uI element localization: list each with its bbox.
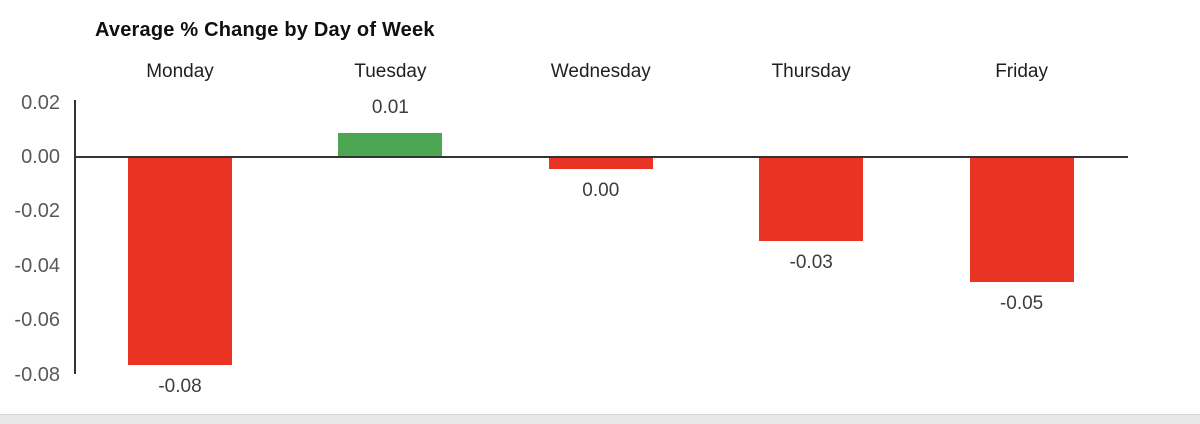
value-label-friday: -0.05 [999,293,1044,314]
y-axis-tick-label: -0.06 [14,309,60,332]
chart-title: Average % Change by Day of Week [95,19,435,41]
value-label-wednesday: 0.00 [582,180,620,201]
value-label-monday: -0.08 [158,376,202,397]
value-label-thursday: -0.03 [789,252,833,273]
category-label-friday: Friday [995,61,1048,82]
bar-monday [128,157,232,365]
bar-friday [969,157,1074,282]
bar-tuesday [338,133,443,157]
zero-baseline [74,156,1128,158]
y-axis-tick-label: -0.02 [14,200,60,223]
y-axis-tick-label: 0.00 [21,146,60,168]
value-label-tuesday: 0.01 [371,97,409,118]
bottom-edge-strip [0,414,1200,424]
category-label-wednesday: Wednesday [550,61,651,82]
y-axis-tick-label: -0.08 [14,363,60,386]
y-axis-tick-label: 0.02 [21,91,60,114]
category-label-tuesday: Tuesday [354,61,427,82]
bar-wednesday [548,157,653,169]
category-label-thursday: Thursday [771,61,851,82]
category-label-monday: Monday [146,61,214,82]
bar-thursday [759,157,864,241]
y-axis-tick-label: -0.04 [14,254,60,277]
y-axis-line [74,100,76,374]
